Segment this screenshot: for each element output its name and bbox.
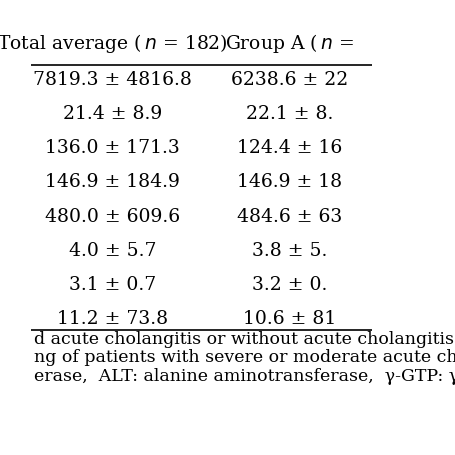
Text: 3.1 ± 0.7: 3.1 ± 0.7 xyxy=(69,275,156,293)
Text: 146.9 ± 184.9: 146.9 ± 184.9 xyxy=(45,173,179,191)
Text: Total average ( $n$ = 182): Total average ( $n$ = 182) xyxy=(0,32,228,55)
Text: 480.0 ± 609.6: 480.0 ± 609.6 xyxy=(45,207,180,225)
Text: 6238.6 ± 22: 6238.6 ± 22 xyxy=(231,71,348,89)
Text: Group A ( $n$ =: Group A ( $n$ = xyxy=(225,32,354,55)
Text: 11.2 ± 73.8: 11.2 ± 73.8 xyxy=(57,309,167,328)
Text: 3.2 ± 0.: 3.2 ± 0. xyxy=(252,275,327,293)
Text: erase,  ALT: alanine aminotransferase,  γ-GTP: γ: erase, ALT: alanine aminotransferase, γ-… xyxy=(34,367,455,384)
Text: 7819.3 ± 4816.8: 7819.3 ± 4816.8 xyxy=(33,71,192,89)
Text: 3.8 ± 5.: 3.8 ± 5. xyxy=(252,241,327,259)
Text: 136.0 ± 171.3: 136.0 ± 171.3 xyxy=(45,139,179,157)
Text: d acute cholangitis or without acute cholangitis.: d acute cholangitis or without acute cho… xyxy=(34,330,455,348)
Text: 484.6 ± 63: 484.6 ± 63 xyxy=(237,207,342,225)
Text: 146.9 ± 18: 146.9 ± 18 xyxy=(237,173,342,191)
Text: 21.4 ± 8.9: 21.4 ± 8.9 xyxy=(63,105,162,123)
Text: 22.1 ± 8.: 22.1 ± 8. xyxy=(246,105,333,123)
Text: 10.6 ± 81: 10.6 ± 81 xyxy=(243,309,336,328)
Text: 124.4 ± 16: 124.4 ± 16 xyxy=(237,139,342,157)
Text: ng of patients with severe or moderate acute cho: ng of patients with severe or moderate a… xyxy=(34,349,455,366)
Text: 4.0 ± 5.7: 4.0 ± 5.7 xyxy=(69,241,156,259)
